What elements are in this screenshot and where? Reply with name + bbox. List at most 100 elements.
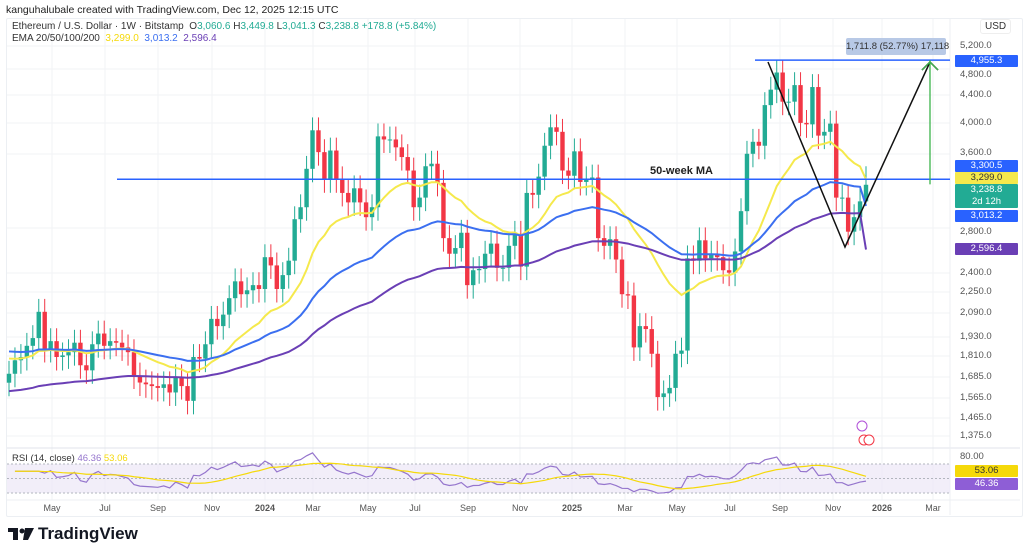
candle-body <box>322 152 327 180</box>
candle-body <box>625 294 631 296</box>
candle-body <box>453 248 458 254</box>
price-tick: 1,930.0 <box>960 331 992 342</box>
tradingview-logo: TradingView <box>8 524 138 544</box>
time-tick: Sep <box>459 503 477 513</box>
candle-body <box>399 147 404 158</box>
time-tick: Jul <box>409 503 421 513</box>
candle-body <box>673 353 678 388</box>
candle-body <box>351 188 357 203</box>
time-tick: Mar <box>305 503 321 513</box>
target-price-label: 4,955.3 <box>955 55 1018 67</box>
candle-body <box>810 87 815 125</box>
candle-body <box>554 127 559 132</box>
logo-text: TradingView <box>38 524 138 543</box>
rsi-tick-80: 80.00 <box>960 451 984 462</box>
candle-body <box>834 123 839 198</box>
rsi-signal-line <box>14 462 867 490</box>
candle-body <box>839 197 845 199</box>
candle-body <box>459 232 464 249</box>
v-pattern-lines <box>767 61 931 249</box>
candle-body <box>78 342 83 366</box>
candle-body <box>441 182 446 239</box>
chart-credit: kanguhalubale created with TradingView.c… <box>6 4 339 16</box>
candle-body <box>542 145 547 177</box>
time-tick: May <box>359 503 377 513</box>
candle-body <box>292 219 297 261</box>
candle-body <box>613 239 619 260</box>
ema-legend[interactable]: EMA 20/50/100/200 3,299.0 3,013.2 2,596.… <box>12 33 217 44</box>
candle-body <box>786 101 791 103</box>
time-tick: Nov <box>511 503 529 513</box>
time-tick: Sep <box>771 503 789 513</box>
candle-body <box>6 373 12 383</box>
candle-body <box>726 270 732 273</box>
candle-body <box>357 188 363 203</box>
candle-body <box>137 375 143 383</box>
price-tick: 5,200.0 <box>960 40 992 51</box>
candle-body <box>191 357 196 401</box>
candle-body <box>720 257 726 271</box>
price-tick: 1,375.0 <box>960 430 992 441</box>
time-tick: 2024 <box>254 503 276 513</box>
us-flag-event-icon <box>863 434 875 446</box>
candle-body <box>143 382 149 385</box>
rsi-legend[interactable]: RSI (14, close) 46.36 53.06 <box>12 453 128 464</box>
candle-body <box>822 131 827 136</box>
candle-body <box>744 153 750 212</box>
measure-label[interactable]: 1,711.8 (52.77%) 17,118 <box>846 38 949 55</box>
candle-body <box>750 141 756 154</box>
last-price: 3,238.8 <box>970 184 1003 195</box>
time-tick: May <box>43 503 61 513</box>
ema100-value: 2,596.4 <box>183 33 217 44</box>
candle-body <box>12 360 18 374</box>
price-tick: 2,250.0 <box>960 286 992 297</box>
candle-body <box>482 253 488 270</box>
candle-body <box>572 151 577 176</box>
candle-body <box>590 177 595 180</box>
candle-body <box>119 342 125 348</box>
candle-body <box>256 285 262 289</box>
candle-body <box>238 281 244 295</box>
rsi-label: RSI (14, close) <box>12 453 75 464</box>
price-tick: 1,810.0 <box>960 350 992 361</box>
candle-body <box>649 329 654 354</box>
measure-arrow-head-icon <box>921 61 939 71</box>
candle-body <box>155 386 160 388</box>
time-tick: Mar <box>925 503 941 513</box>
candle-body <box>346 192 351 203</box>
candle-body <box>268 257 274 266</box>
rsi-value-label: 46.36 <box>955 478 1018 490</box>
time-tick: 2025 <box>561 503 583 513</box>
symbol-name[interactable]: Ethereum / U.S. Dollar · 1W · Bitstamp <box>12 21 184 32</box>
candle-body <box>851 217 857 232</box>
candle-body <box>209 318 214 345</box>
candle-body <box>72 342 77 353</box>
candle-body <box>447 238 452 254</box>
time-tick: Nov <box>203 503 221 513</box>
candle-body <box>250 285 256 291</box>
candle-body <box>429 163 434 167</box>
candle-body <box>102 333 107 346</box>
candle-body <box>560 131 565 171</box>
candle-body <box>161 384 166 388</box>
candle-body <box>411 170 416 208</box>
candle-body <box>274 265 280 289</box>
time-tick: Jul <box>99 503 111 513</box>
candle-body <box>506 245 512 268</box>
candle-body <box>173 377 178 393</box>
candle-body <box>84 365 89 371</box>
currency-button[interactable]: USD <box>980 19 1012 34</box>
candle-body <box>524 192 529 267</box>
chart-frame <box>6 18 1023 517</box>
open-value: 3,060.6 <box>197 21 231 32</box>
ema50-value: 3,013.2 <box>144 33 178 44</box>
ma-annotation[interactable]: 50-week MA <box>650 165 713 177</box>
candle-body <box>107 341 113 346</box>
candle-body <box>655 353 660 398</box>
candle-body <box>340 179 345 193</box>
candle-body <box>221 314 226 327</box>
candle-body <box>42 311 47 349</box>
candle-body <box>30 338 36 346</box>
candle-body <box>304 168 309 208</box>
